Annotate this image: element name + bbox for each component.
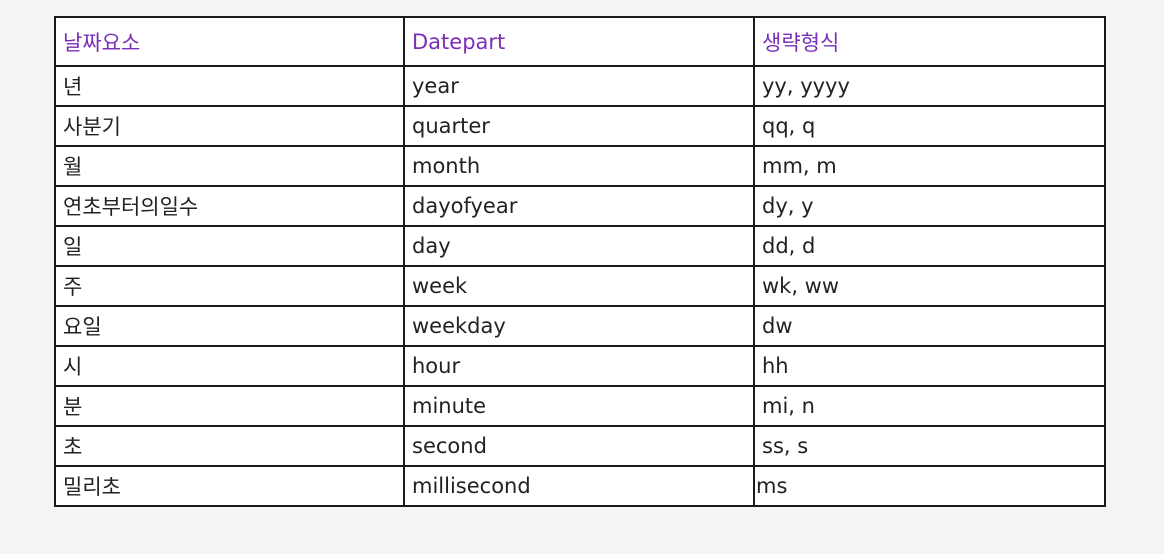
- date-element-cell: 밀리초: [54, 465, 405, 507]
- table-row: 분 minute mi, n: [54, 385, 1106, 427]
- date-element-cell: 년: [54, 65, 405, 107]
- table-header-row: 날짜요소 Datepart 생략형식: [54, 16, 1106, 67]
- abbreviation-cell: wk, ww: [753, 265, 1106, 307]
- table-row: 초 second ss, s: [54, 425, 1106, 467]
- table-row: 요일 weekday dw: [54, 305, 1106, 347]
- datepart-cell: hour: [403, 345, 755, 387]
- abbreviation-cell: dd, d: [753, 225, 1106, 267]
- abbreviation-cell: mm, m: [753, 145, 1106, 187]
- abbreviation-cell: yy, yyyy: [753, 65, 1106, 107]
- date-element-cell: 시: [54, 345, 405, 387]
- table-row: 월 month mm, m: [54, 145, 1106, 187]
- datepart-cell: millisecond: [403, 465, 755, 507]
- abbreviation-cell: ms: [753, 465, 1106, 507]
- table-row: 년 year yy, yyyy: [54, 65, 1106, 107]
- table-row: 시 hour hh: [54, 345, 1106, 387]
- abbreviation-cell: hh: [753, 345, 1106, 387]
- abbreviation-cell: ss, s: [753, 425, 1106, 467]
- datepart-cell: day: [403, 225, 755, 267]
- datepart-cell: quarter: [403, 105, 755, 147]
- table-row: 연초부터의일수 dayofyear dy, y: [54, 185, 1106, 227]
- header-datepart: Datepart: [403, 16, 755, 67]
- datepart-cell: weekday: [403, 305, 755, 347]
- abbreviation-cell: qq, q: [753, 105, 1106, 147]
- header-abbreviation: 생략형식: [753, 16, 1106, 67]
- datepart-cell: week: [403, 265, 755, 307]
- table-row: 사분기 quarter qq, q: [54, 105, 1106, 147]
- abbreviation-cell: dy, y: [753, 185, 1106, 227]
- datepart-table: 날짜요소 Datepart 생략형식 년 year yy, yyyy 사분기 quart…: [54, 16, 1106, 507]
- date-element-cell: 분: [54, 385, 405, 427]
- datepart-cell: second: [403, 425, 755, 467]
- date-element-cell: 월: [54, 145, 405, 187]
- date-element-cell: 사분기: [54, 105, 405, 147]
- header-date-element: 날짜요소: [54, 16, 405, 67]
- date-element-cell: 주: [54, 265, 405, 307]
- date-element-cell: 초: [54, 425, 405, 467]
- datepart-cell: month: [403, 145, 755, 187]
- table-row: 일 day dd, d: [54, 225, 1106, 267]
- abbreviation-cell: mi, n: [753, 385, 1106, 427]
- date-element-cell: 일: [54, 225, 405, 267]
- date-element-cell: 연초부터의일수: [54, 185, 405, 227]
- datepart-cell: year: [403, 65, 755, 107]
- table-row: 밀리초 millisecond ms: [54, 465, 1106, 507]
- datepart-cell: dayofyear: [403, 185, 755, 227]
- table-row: 주 week wk, ww: [54, 265, 1106, 307]
- date-element-cell: 요일: [54, 305, 405, 347]
- datepart-cell: minute: [403, 385, 755, 427]
- abbreviation-cell: dw: [753, 305, 1106, 347]
